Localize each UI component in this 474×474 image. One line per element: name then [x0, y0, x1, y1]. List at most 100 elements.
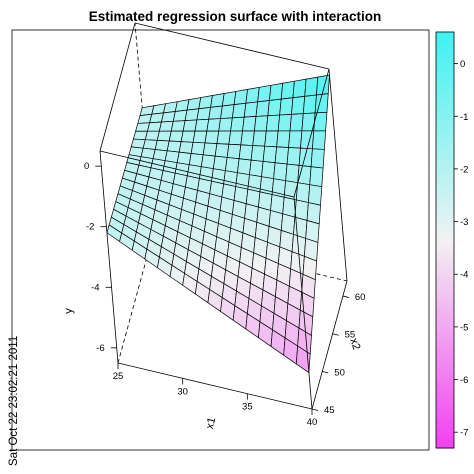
color-key-band [436, 90, 454, 95]
surface-cell [214, 143, 230, 158]
color-key-band [436, 289, 454, 295]
color-key-band [436, 206, 454, 212]
color-key-band [436, 264, 454, 270]
color-key-band [436, 165, 454, 170]
axes: 25 30 35 40 45 50 55 60 -6 -4 -2 0 x1 x2 y [63, 161, 365, 430]
color-key-band [436, 348, 454, 353]
color-key-band [436, 152, 454, 158]
box-floor-right-edge [311, 280, 348, 410]
color-key-band [436, 223, 454, 229]
surface-cell [289, 113, 304, 132]
surface-cell [279, 97, 294, 116]
surface-cell [276, 130, 291, 148]
color-key-band [436, 310, 454, 316]
color-key-band [436, 427, 454, 432]
surface-cell [306, 202, 321, 225]
surface-cell [286, 147, 301, 166]
color-key-band [436, 177, 454, 183]
surface-cell [255, 100, 270, 117]
surface-cell [254, 115, 269, 132]
chart-title: Estimated regression surface with intera… [89, 9, 382, 24]
color-key-band [436, 131, 454, 137]
surface-cell [265, 114, 280, 132]
surface-cell [194, 118, 210, 132]
color-key-band [436, 148, 454, 154]
color-key-band [436, 381, 454, 387]
surface-cell [312, 130, 326, 150]
color-key-band [436, 344, 454, 349]
surface-cell [206, 118, 221, 132]
surface-cell [170, 120, 186, 132]
x1-axis-label: x1 [204, 416, 218, 430]
surface-cell [295, 345, 311, 374]
color-key-band [436, 69, 454, 75]
surface-cell [302, 94, 317, 115]
color-key-band [436, 144, 454, 150]
surface-cell [252, 130, 267, 147]
surface-cell [261, 161, 276, 180]
color-key-band [436, 314, 454, 320]
x2-axis-label: x2 [347, 337, 362, 352]
color-key-band [436, 40, 454, 46]
y-tick-label: 0 [84, 161, 89, 172]
timestamp: Sat Oct 22 23:02:21 2011 [8, 336, 20, 466]
color-key-band [436, 227, 454, 233]
color-key-band [436, 81, 454, 87]
color-key-band [436, 136, 454, 141]
color-key-band [436, 36, 454, 41]
color-key-tick-label: -2 [460, 164, 468, 175]
color-key-band [436, 94, 454, 100]
surface-cell [304, 76, 319, 97]
surface-cell [277, 113, 292, 132]
color-key-band [436, 127, 454, 133]
hidden-edge-floor [117, 234, 154, 364]
color-key-band [436, 119, 454, 125]
surface-cell [182, 119, 198, 132]
regression-surface [106, 74, 330, 374]
color-key-band [436, 140, 454, 145]
y-tick-label: -4 [91, 282, 99, 293]
color-key-band [436, 431, 454, 437]
x1-tick-label: 35 [242, 402, 253, 413]
surface-cell [267, 98, 282, 117]
color-key-band [436, 156, 454, 162]
color-key-band [436, 73, 454, 79]
color-key-band [436, 260, 454, 266]
surface-cell [204, 130, 220, 144]
color-key-band [436, 277, 454, 283]
surface-cell [249, 159, 264, 178]
x2-tick-label: 45 [324, 405, 335, 416]
color-key-band [436, 364, 454, 370]
color-key-band [436, 423, 454, 428]
color-key-band [436, 115, 454, 120]
surface-cell [308, 184, 323, 206]
color-key-band [436, 373, 454, 378]
color-key-band [436, 360, 454, 366]
color-key-band [436, 65, 454, 71]
surface-cell [264, 130, 279, 148]
x1-tick-label: 25 [113, 371, 124, 382]
color-key-band [436, 190, 454, 195]
color-key-band [436, 410, 454, 416]
color-key-band [436, 435, 454, 441]
color-key-band [436, 339, 454, 345]
surface-cell [274, 146, 289, 165]
color-key-band [436, 52, 454, 58]
surface-cell [245, 86, 260, 104]
surface-cell [202, 142, 218, 157]
color-key-band [436, 414, 454, 420]
color-key-tick-label: -3 [460, 217, 468, 228]
color-key-band [436, 331, 454, 337]
color-key-band [436, 298, 454, 303]
y-axis-label: y [63, 308, 75, 314]
surface-cell [192, 130, 208, 144]
color-key-band [436, 86, 454, 91]
y-tick-label: -6 [96, 343, 104, 354]
surface-cell [280, 80, 295, 100]
surface-cell [154, 139, 170, 152]
surface-cell [243, 101, 258, 118]
x1-tick-label: 40 [307, 417, 318, 428]
color-key-band [436, 319, 454, 324]
color-key-band [436, 389, 454, 395]
x2-tick-label: 50 [334, 367, 345, 378]
